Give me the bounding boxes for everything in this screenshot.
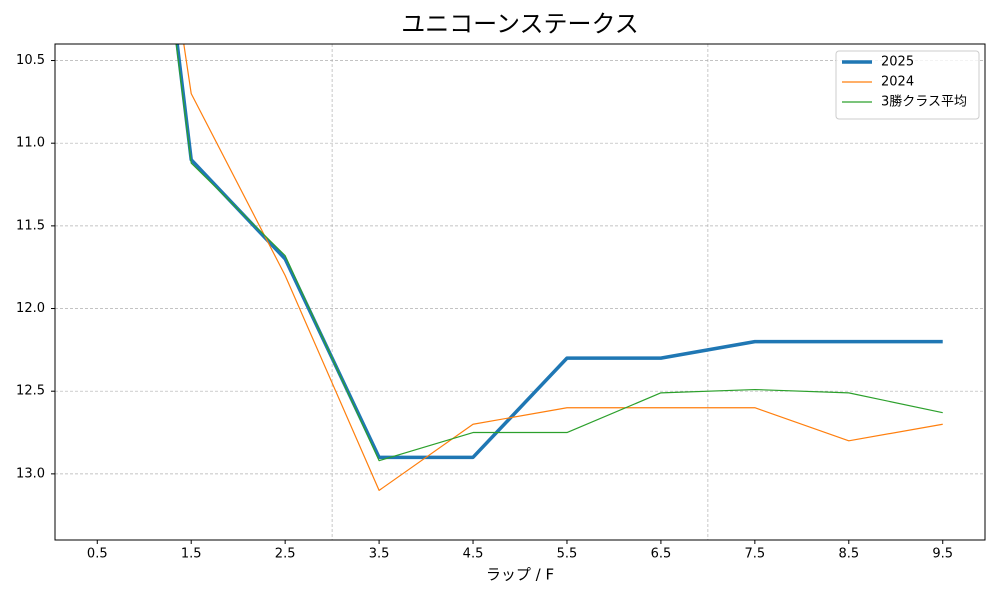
x-tick-label: 1.5 bbox=[181, 547, 202, 562]
series-line bbox=[183, 44, 943, 491]
x-tick-label: 9.5 bbox=[932, 547, 953, 562]
chart-title: ユニコーンステークス bbox=[401, 10, 639, 38]
y-tick-label: 12.5 bbox=[16, 384, 45, 399]
y-tick-label: 13.0 bbox=[16, 466, 45, 481]
x-tick-label: 6.5 bbox=[651, 547, 672, 562]
y-tick-label: 11.5 bbox=[16, 218, 45, 233]
x-tick-label: 2.5 bbox=[275, 547, 296, 562]
plot-frame bbox=[54, 43, 986, 541]
legend-label: 3勝クラス平均 bbox=[881, 95, 967, 110]
x-tick-label: 7.5 bbox=[745, 547, 766, 562]
legend-label: 2024 bbox=[881, 75, 914, 90]
y-tick-label: 10.5 bbox=[16, 53, 45, 68]
x-axis-label: ラップ / F bbox=[486, 566, 554, 584]
y-tick-label: 12.0 bbox=[16, 301, 45, 316]
series-line bbox=[175, 44, 943, 462]
x-tick-label: 0.5 bbox=[87, 547, 108, 562]
lines bbox=[175, 44, 943, 491]
legend-label: 2025 bbox=[881, 55, 914, 70]
x-tick-label: 3.5 bbox=[369, 547, 390, 562]
x-tick-label: 5.5 bbox=[557, 547, 578, 562]
y-tick-label: 11.0 bbox=[16, 136, 45, 151]
x-tick-label: 8.5 bbox=[838, 547, 859, 562]
x-tick-label: 4.5 bbox=[463, 547, 484, 562]
